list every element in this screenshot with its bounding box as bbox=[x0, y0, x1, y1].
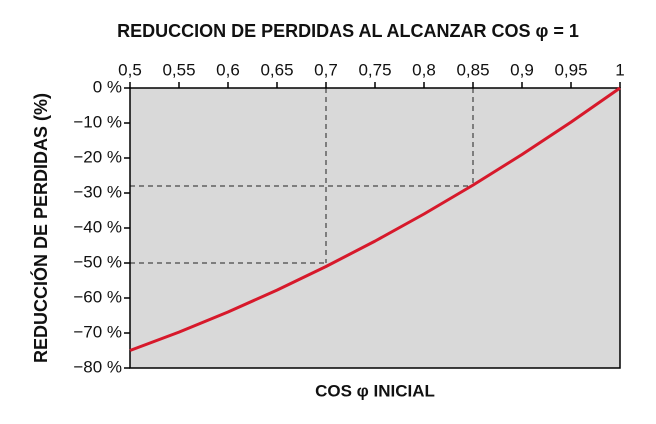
y-tick-label: 0 % bbox=[93, 77, 122, 96]
plot-border bbox=[129, 87, 621, 369]
data-line bbox=[129, 86, 621, 352]
y-tick-label: −50 % bbox=[73, 252, 122, 271]
x-tick-label: 0,5 bbox=[118, 60, 142, 79]
y-tick-label: −20 % bbox=[73, 147, 122, 166]
y-tick-label: −10 % bbox=[73, 112, 122, 131]
y-axis-label: REDUCCIÓN DE PERDIDAS (%) bbox=[30, 93, 51, 363]
x-tick-label: 1 bbox=[615, 60, 624, 79]
x-tick-label: 0,9 bbox=[510, 60, 534, 79]
y-tick-label: −70 % bbox=[73, 322, 122, 341]
y-tick-label: −30 % bbox=[73, 182, 122, 201]
x-tick-label: 0,75 bbox=[358, 60, 391, 79]
x-tick-label: 0,85 bbox=[456, 60, 489, 79]
x-tick-label: 0,95 bbox=[554, 60, 587, 79]
x-axis-label: COS φ INICIAL bbox=[315, 381, 435, 400]
x-tick-label: 0,65 bbox=[260, 60, 293, 79]
x-tick-label: 0,55 bbox=[162, 60, 195, 79]
y-tick-label: −60 % bbox=[73, 287, 122, 306]
x-tick-label: 0,8 bbox=[412, 60, 436, 79]
x-tick-label: 0,6 bbox=[216, 60, 240, 79]
y-tick-label: −80 % bbox=[73, 357, 122, 376]
x-tick-label: 0,7 bbox=[314, 60, 338, 79]
chart-title: REDUCCION DE PERDIDAS AL ALCANZAR COS φ … bbox=[117, 21, 579, 41]
y-tick-label: −40 % bbox=[73, 217, 122, 236]
plot-area bbox=[130, 88, 620, 368]
